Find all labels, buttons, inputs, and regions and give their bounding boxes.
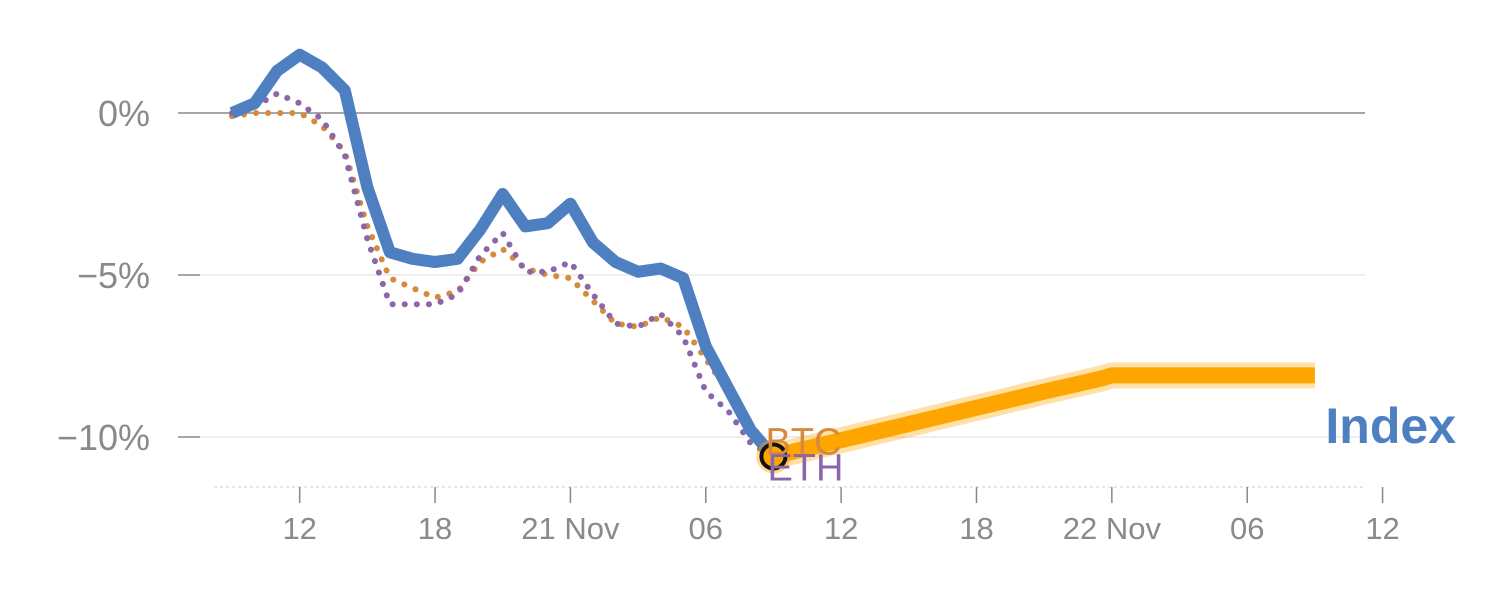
- series-labels: BTC ETH Index: [765, 398, 1456, 489]
- btc-label: BTC: [765, 421, 841, 463]
- x-tick-label: 12: [282, 511, 316, 546]
- current-marker: [759, 442, 788, 471]
- eth-label: ETH: [767, 447, 843, 489]
- index-line: [229, 48, 778, 461]
- x-tick-label: 12: [1365, 511, 1399, 546]
- x-axis: 12 18 21 Nov 06 12 18 22 Nov 06 12: [214, 486, 1400, 546]
- x-tick-label: 21 Nov: [521, 511, 620, 546]
- gridlines: [200, 112, 1365, 438]
- series-lines: [229, 48, 1315, 474]
- btc-line: [229, 110, 777, 460]
- x-tick-label: 22 Nov: [1063, 511, 1162, 546]
- y-tick-label: 0%: [98, 93, 150, 134]
- index-label: Index: [1325, 398, 1456, 454]
- x-tick-label: 06: [1230, 511, 1264, 546]
- x-tick-label: 18: [418, 511, 452, 546]
- x-tick-label: 18: [959, 511, 993, 546]
- eth-line: [229, 90, 777, 460]
- y-axis: 0% −5% −10%: [57, 93, 200, 458]
- x-tick-label: 06: [689, 511, 723, 546]
- x-tick-label: 12: [824, 511, 858, 546]
- y-tick-label: −5%: [77, 255, 150, 296]
- y-tick-label: −10%: [57, 417, 150, 458]
- forecast-line: [771, 367, 1315, 465]
